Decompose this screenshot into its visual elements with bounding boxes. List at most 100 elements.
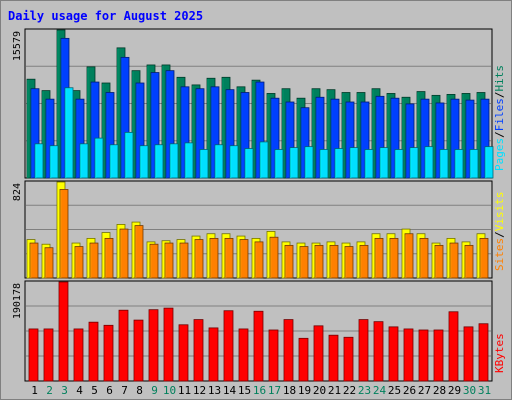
pages-bar-day-9 [154,144,164,179]
pages-bar-day-4 [79,143,89,179]
sites-bar-day-26 [404,233,414,279]
kbytes-bar-day-16 [253,310,264,382]
kbytes-bar-day-27 [418,329,429,382]
day-label-2: 2 [46,384,53,397]
kbytes-bar-day-31 [478,323,489,382]
kbytes-bar-day-25 [388,326,399,382]
kbytes-bar-day-18 [283,319,294,382]
kbytes-bar-day-30 [463,326,474,382]
kbytes-bar-day-1 [28,328,39,382]
x-axis-day-labels: 1 2 3 4 5 6 7 8 9 10 11 12 13 14 15 16 17 18 19 20 21 22 23 24 2… [31,384,491,397]
legend-item: / [493,92,506,99]
pages-bar-day-28 [439,149,449,179]
pages-bar-day-27 [424,146,434,179]
day-label-16: 16 [253,384,266,397]
sites-bar-day-1 [29,242,39,279]
pages-bar-day-24 [379,147,389,179]
day-label-30: 30 [463,384,476,397]
kbytes-bar-day-5 [88,321,99,382]
day-label-22: 22 [343,384,356,397]
day-label-11: 11 [178,384,191,397]
legend: KBytes [493,333,506,373]
sites-bar-day-18 [284,244,294,279]
sites-bar-day-11 [179,242,189,279]
sites-bar-day-27 [419,237,429,279]
pages-bar-day-15 [244,148,254,179]
legend-item: Visits [493,192,506,232]
day-label-29: 29 [448,384,461,397]
y-max-label: 190178 [12,283,23,319]
kbytes-bar-day-26 [403,328,414,382]
day-label-26: 26 [403,384,416,397]
day-label-31: 31 [478,384,491,397]
legend-item: Pages [493,138,506,171]
pages-bar-day-17 [274,149,284,179]
sites-bar-day-2 [44,247,54,279]
y-max-label: 824 [12,183,23,201]
sites-bar-day-24 [374,237,384,279]
sites-bar-day-7 [119,228,129,279]
kbytes-bar-day-29 [448,311,459,382]
day-label-5: 5 [91,384,98,397]
sites-bar-day-8 [134,225,144,279]
sites-bar-day-12 [194,239,204,279]
sites-bar-day-22 [344,246,354,279]
sites-bar-day-21 [329,244,339,279]
day-label-24: 24 [373,384,387,397]
sites-bar-day-31 [479,237,489,279]
kbytes-bar-day-19 [298,337,309,382]
pages-bar-day-29 [454,149,464,179]
pages-bar-day-22 [349,147,359,179]
sites-bar-day-16 [254,241,264,279]
legend-item: Hits [493,65,506,92]
kbytes-bar-day-22 [343,336,354,382]
day-label-17: 17 [268,384,281,397]
pages-bar-day-31 [484,146,494,179]
y-max-label: 15579 [12,31,23,61]
sites-bar-day-29 [449,242,459,279]
pages-bar-day-30 [469,149,479,179]
pages-bar-day-20 [319,149,329,179]
sites-bar-day-13 [209,237,219,279]
sites-bar-day-5 [89,242,99,279]
kbytes-bar-day-11 [178,324,189,382]
sites-bar-day-23 [359,244,369,279]
day-label-6: 6 [106,384,113,397]
sites-bar-day-25 [389,237,399,279]
kbytes-bar-day-12 [193,319,204,382]
kbytes-bar-day-21 [328,334,339,382]
kbytes-bar-day-20 [313,325,324,382]
kbytes-bar-day-28 [433,329,444,382]
kbytes-panel: 190178 KBytes [12,280,506,382]
day-label-20: 20 [313,384,326,397]
sites-bar-day-4 [74,246,84,279]
pages-bar-day-23 [364,149,374,179]
pages-bar-day-3 [64,87,74,179]
day-label-15: 15 [238,384,251,397]
legend-item: / [493,231,506,238]
day-label-8: 8 [136,384,143,397]
sites-visits-panel: 824 Sites/Visits [12,180,506,279]
pages-bar-day-7 [124,132,134,179]
legend: Pages/Files/Hits [493,65,506,171]
day-label-18: 18 [283,384,296,397]
pages-bar-day-10 [169,143,179,179]
sites-bar-day-14 [224,237,234,279]
day-label-13: 13 [208,384,221,397]
kbytes-bar-day-14 [223,310,234,382]
pages-bar-day-8 [139,145,149,179]
kbytes-bar-day-4 [73,328,84,382]
pages-bar-day-5 [94,137,104,179]
sites-bar-day-28 [434,244,444,279]
kbytes-bar-day-15 [238,328,249,382]
day-label-25: 25 [388,384,401,397]
kbytes-bar-day-8 [133,319,144,382]
kbytes-bar-day-7 [118,309,129,382]
pages-bar-day-19 [304,146,314,179]
day-label-21: 21 [328,384,341,397]
pages-bar-day-14 [229,145,239,179]
day-label-10: 10 [163,384,176,397]
